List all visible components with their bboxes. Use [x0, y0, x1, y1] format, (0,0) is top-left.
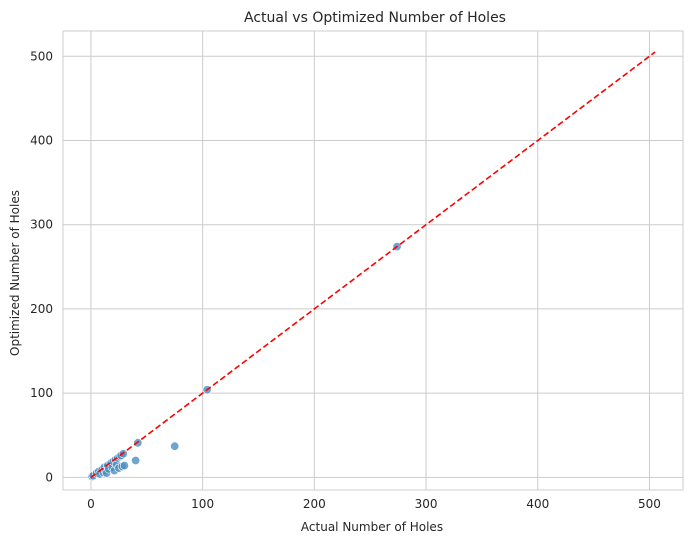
tick-labels: 0 100 200 300 400 500 0 100 200 300 400 500 — [30, 49, 661, 511]
x-axis-label: Actual Number of Holes — [301, 520, 443, 534]
y-tick-label: 0 — [45, 470, 53, 484]
data-point — [170, 441, 180, 451]
y-tick-label: 500 — [30, 49, 53, 63]
data-point — [119, 461, 129, 471]
y-tick-label: 200 — [30, 302, 53, 316]
x-tick-label: 0 — [87, 497, 95, 511]
grid — [63, 31, 683, 490]
x-tick-label: 500 — [638, 497, 661, 511]
x-tick-label: 300 — [415, 497, 438, 511]
y-axis-label: Optimized Number of Holes — [8, 190, 22, 356]
y-tick-label: 400 — [30, 133, 53, 147]
x-tick-label: 200 — [303, 497, 326, 511]
reference-line-layer — [90, 51, 656, 479]
y-tick-label: 300 — [30, 218, 53, 232]
x-tick-label: 400 — [526, 497, 549, 511]
reference-line — [90, 51, 656, 479]
chart-title: Actual vs Optimized Number of Holes — [244, 10, 506, 26]
plot-frame — [62, 30, 684, 491]
y-tick-label: 100 — [30, 386, 53, 400]
x-tick-label: 100 — [191, 497, 214, 511]
data-point — [131, 456, 141, 466]
